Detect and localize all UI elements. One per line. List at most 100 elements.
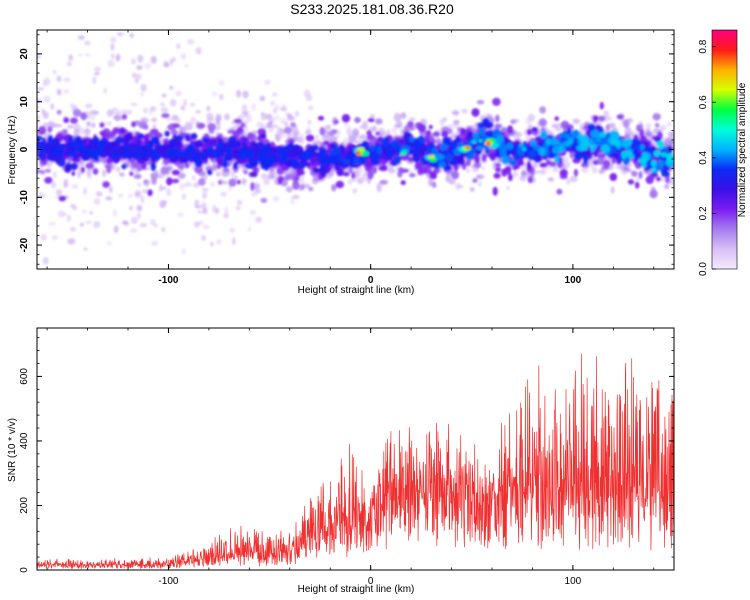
heat-cell — [67, 150, 76, 157]
heat-cell — [408, 117, 415, 121]
heat-cell — [507, 125, 514, 134]
heat-cell — [37, 98, 42, 104]
heat-cell — [445, 153, 453, 162]
heat-cell — [396, 120, 403, 129]
heat-cell — [457, 156, 466, 166]
heat-cell — [191, 175, 196, 181]
heat-cell — [403, 125, 410, 134]
heat-cell — [235, 205, 241, 211]
heat-cell — [461, 108, 469, 114]
heat-cell — [150, 117, 158, 123]
heat-cell — [215, 117, 221, 126]
heat-cell — [393, 156, 402, 165]
heat-cell — [499, 149, 507, 158]
heat-cell — [407, 120, 414, 128]
heat-cell — [429, 157, 438, 163]
heat-cell — [144, 62, 152, 70]
heat-cell — [328, 158, 337, 165]
heat-cell — [602, 159, 611, 168]
heat-cell — [408, 156, 414, 162]
heat-cell — [318, 165, 326, 175]
heat-cell — [129, 171, 134, 177]
heat-cell — [305, 134, 315, 142]
snr-series-line — [37, 353, 674, 569]
heat-cell — [130, 216, 138, 225]
heat-cell — [71, 184, 79, 189]
heat-cell — [438, 161, 446, 169]
heat-cell — [161, 227, 166, 233]
heat-cell — [180, 53, 187, 60]
heat-cell — [390, 127, 398, 134]
heat-cell — [150, 240, 159, 246]
heat-cell — [558, 132, 566, 138]
heat-cell — [218, 179, 223, 185]
heat-cell — [137, 182, 142, 187]
heat-cell — [210, 241, 214, 247]
heat-cell — [475, 145, 484, 151]
heat-cell — [105, 196, 113, 201]
heat-cell — [215, 171, 222, 177]
heat-cell — [372, 166, 378, 174]
heat-cell — [667, 121, 671, 126]
heat-cell — [82, 153, 89, 162]
heat-cell — [56, 88, 62, 96]
heat-cell — [114, 136, 124, 145]
heat-cell — [506, 186, 510, 190]
heat-cell — [538, 147, 546, 156]
heat-cell — [194, 165, 203, 174]
heat-cell — [90, 116, 95, 121]
heat-cell — [319, 126, 326, 136]
heat-cell — [331, 184, 337, 192]
heat-cell — [243, 170, 248, 175]
heat-cell — [179, 182, 185, 191]
heat-cell — [233, 118, 243, 124]
heat-cell — [44, 176, 53, 184]
heat-cell — [610, 186, 615, 194]
heat-cell — [131, 161, 140, 169]
heat-cell — [439, 143, 448, 151]
heat-cell — [84, 127, 91, 136]
colorbar-tick-label: 0.4 — [698, 150, 709, 164]
heat-cell — [669, 140, 674, 145]
heat-cell — [130, 102, 138, 107]
heat-cell — [92, 76, 97, 85]
heat-cell — [118, 127, 126, 134]
heat-cell — [636, 124, 641, 132]
colorbar-tick-label: 0.0 — [698, 262, 709, 276]
heat-cell — [159, 200, 167, 209]
heat-cell — [216, 239, 222, 245]
heat-cell — [111, 53, 115, 60]
heat-cell — [342, 159, 351, 165]
heat-cell — [457, 184, 464, 189]
heat-cell — [592, 160, 599, 166]
heat-cell — [250, 159, 259, 167]
heat-cell — [519, 175, 527, 182]
heat-cell — [403, 131, 411, 139]
heat-cell — [343, 172, 350, 177]
heat-cell — [361, 140, 370, 149]
heat-cell — [285, 186, 293, 193]
heat-cell — [323, 140, 330, 145]
heat-cell — [480, 166, 486, 171]
heat-cell — [194, 199, 200, 205]
heat-cell — [432, 131, 441, 137]
heat-cell — [546, 159, 551, 166]
heat-cell — [400, 112, 407, 119]
heat-cell — [195, 204, 203, 209]
heat-cell — [313, 144, 319, 151]
heat-cell — [581, 169, 587, 173]
heat-cell — [114, 225, 119, 234]
heat-cell — [139, 92, 144, 97]
heat-cell — [496, 134, 504, 144]
heat-cell — [382, 131, 386, 136]
heat-cell — [241, 178, 247, 186]
heat-cell — [539, 106, 546, 114]
heat-cell — [393, 112, 402, 122]
heat-cell — [401, 151, 406, 154]
heat-cell — [107, 59, 115, 68]
heat-cell — [616, 114, 624, 120]
heat-cell — [412, 156, 421, 163]
snr-panel: -100 0 100 0 200 400 600 Height of straight li… — [7, 327, 675, 595]
heat-cell — [431, 181, 437, 189]
